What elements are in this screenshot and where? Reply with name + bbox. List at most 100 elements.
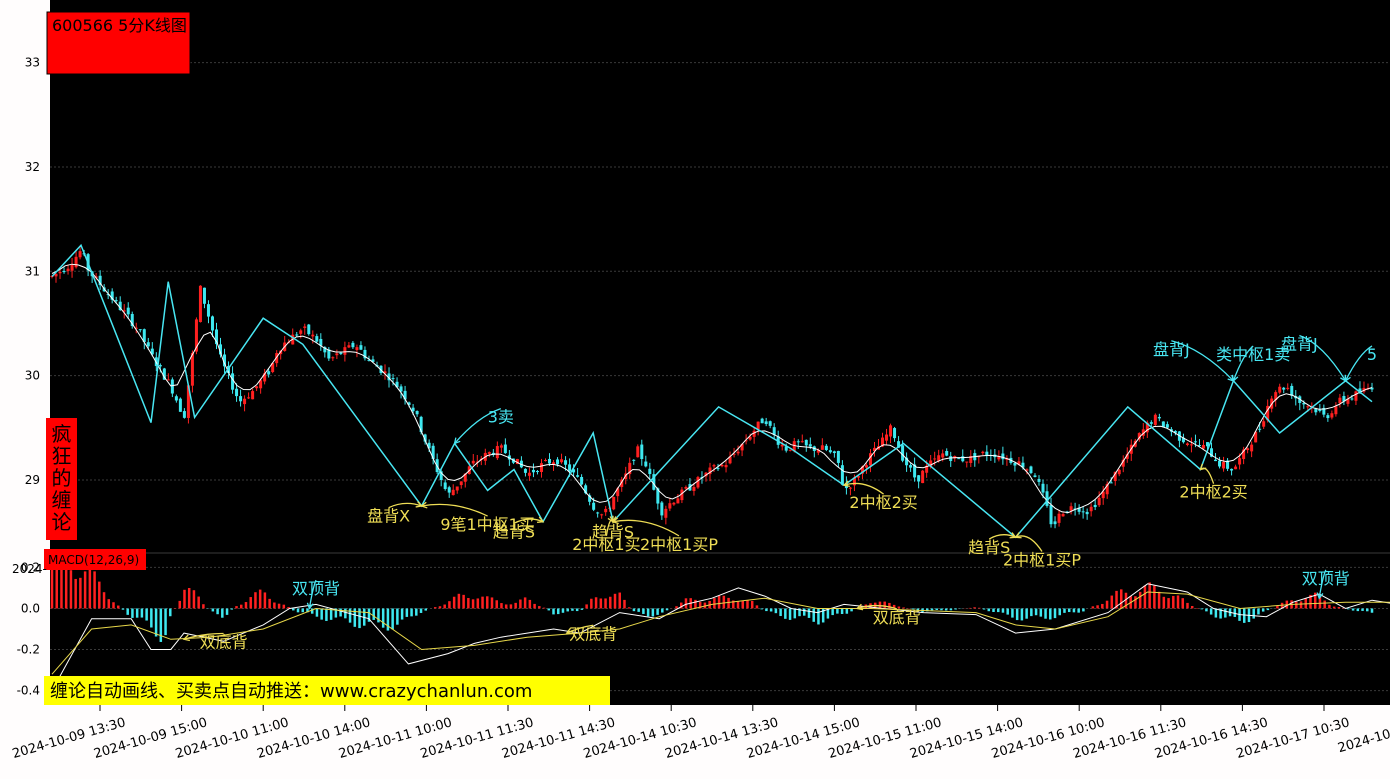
candle-body (1113, 471, 1117, 481)
main-annotation-arrow (1232, 345, 1254, 382)
side-banner-char: 疯 (52, 422, 72, 446)
candle-body (1181, 437, 1185, 443)
macd-dea-line (51, 591, 1390, 675)
candle-body (471, 460, 475, 464)
candle-body (784, 446, 788, 451)
candle-body (1157, 416, 1161, 419)
candle-body (70, 264, 74, 271)
candle-body (620, 479, 624, 488)
candle-body (158, 365, 162, 367)
candle-body (122, 310, 126, 312)
macd-annotation-arrow (566, 624, 594, 634)
candle-body (712, 465, 716, 467)
candle-body (925, 465, 929, 473)
candle-body (1117, 469, 1121, 475)
candle-body (1238, 458, 1242, 465)
candle-body (600, 514, 604, 516)
candle-body (1290, 385, 1294, 396)
candle-body (796, 441, 800, 443)
macd-annotation-arrow (183, 632, 224, 640)
candle-body (708, 467, 712, 475)
candle-body (130, 313, 134, 327)
candle-body (343, 347, 347, 355)
candle-body (415, 410, 419, 415)
main-annotation-arrow (1299, 334, 1347, 382)
watermark-text: 缠论自动画线、买卖点自动推送：www.crazychanlun.com (50, 681, 532, 702)
candle-body (816, 449, 820, 453)
candle-body (828, 450, 832, 453)
candle-body (1137, 433, 1141, 440)
candle-body (1258, 428, 1262, 430)
candle-body (423, 434, 427, 442)
candle-body (772, 427, 776, 435)
candle-body (1141, 429, 1145, 436)
candle-body (391, 378, 395, 380)
candle-body (1206, 442, 1210, 447)
candle-body (162, 368, 166, 380)
macd-y-tick-label: -0.2 (17, 643, 40, 657)
candle-body (243, 398, 247, 405)
candle-body (985, 451, 989, 456)
side-banner-char: 论 (52, 510, 72, 534)
candle-body (548, 458, 552, 464)
candle-body (852, 477, 856, 486)
main-annotation-arrowhead (537, 516, 545, 523)
macd-dif-line (51, 583, 1390, 691)
candle-body (315, 336, 319, 342)
candle-body (580, 476, 584, 485)
candle-body (1302, 403, 1306, 405)
candle-body (1161, 421, 1165, 428)
candle-body (367, 359, 371, 361)
candle-body (1097, 497, 1101, 506)
main-annotation-arrowhead (1014, 532, 1022, 539)
main-annotation-label: 趋背S (493, 522, 535, 541)
candle-body (1274, 392, 1278, 401)
candle-body (439, 471, 443, 481)
candle-body (676, 498, 680, 504)
candle-body (118, 301, 122, 311)
candle-body (1210, 448, 1214, 457)
candle-body (255, 386, 259, 389)
macd-y-tick-label: 0.2 (21, 560, 40, 574)
candle-body (1314, 408, 1318, 413)
main-annotation-arrow (1345, 345, 1373, 382)
main-annotation-label: 3卖 (488, 408, 514, 427)
candle-body (684, 487, 688, 489)
main-annotation-label: 2中枢1买P (1003, 551, 1081, 570)
macd-annotation-label: 双底背 (569, 624, 617, 643)
candle-body (1053, 521, 1057, 525)
main-annotation-arrowhead (420, 501, 428, 509)
candle-body (616, 488, 620, 497)
candle-body (1354, 391, 1358, 401)
candle-body (780, 444, 784, 447)
side-banner-char: 缠 (52, 488, 72, 512)
candle-body (106, 294, 110, 296)
main-annotation-label: 2中枢1买P (640, 535, 718, 554)
candle-body (339, 352, 343, 355)
candle-body (808, 444, 812, 447)
main-annotation-label: 盘背J (1281, 335, 1318, 354)
candle-body (186, 385, 190, 418)
candle-body (692, 487, 696, 491)
candle-body (949, 456, 953, 462)
candle-body (303, 326, 307, 328)
main-annotation-label: 2中枢2买 (849, 493, 917, 512)
candle-body (1081, 511, 1085, 513)
candle-body (267, 371, 271, 375)
candle-body (592, 502, 596, 510)
candle-body (1370, 387, 1374, 390)
candle-body (1282, 387, 1286, 390)
candle-body (560, 459, 564, 463)
macd-annotation-arrowhead (182, 634, 191, 642)
candle-body (1061, 514, 1065, 517)
candle-body (941, 453, 945, 458)
main-annotation-label: 盘背X (367, 507, 410, 526)
candle-body (231, 373, 235, 390)
candle-body (427, 442, 431, 449)
candle-body (933, 458, 937, 460)
candle-body (724, 465, 728, 468)
candle-body (539, 463, 543, 472)
main-annotation-arrowhead (1231, 374, 1239, 383)
candle-body (251, 391, 255, 400)
candle-body (1029, 466, 1033, 474)
